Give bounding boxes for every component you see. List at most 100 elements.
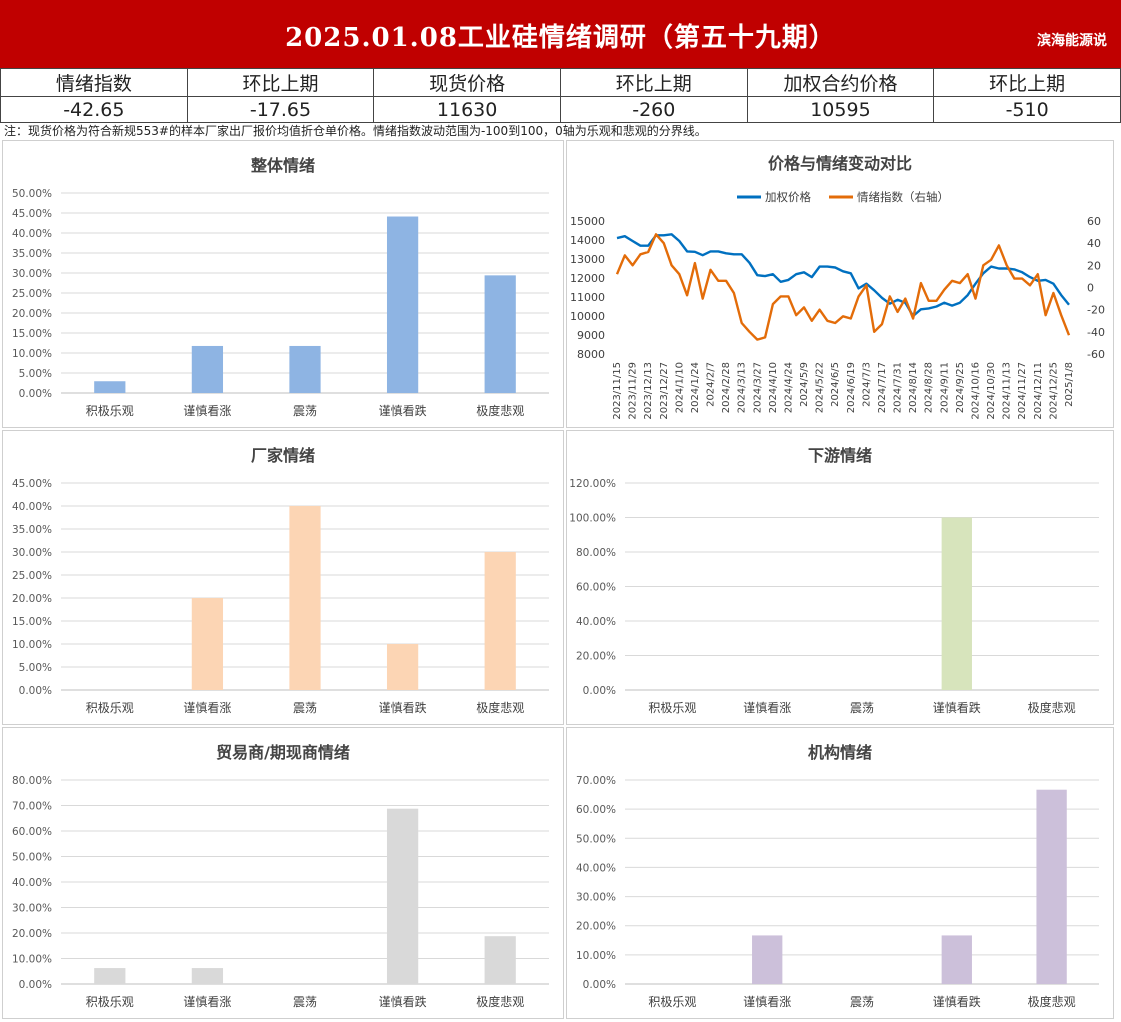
legend-label: 加权价格 [765, 190, 811, 204]
y-tick-label: 0.00% [19, 685, 52, 697]
bar [484, 552, 516, 690]
y-tick-label: 20.00% [576, 651, 616, 663]
x-tick-label: 2024/2/28 [721, 362, 732, 413]
x-tick-label: 2023/11/29 [628, 362, 639, 420]
chart-overall-sentiment: 整体情绪 0.00% 5.00% 10.00% 15.00% 20.00% 25.00% 30… [2, 140, 564, 428]
x-category-label: 极度悲观 [476, 403, 524, 418]
x-tick-label: 2024/9/25 [955, 362, 966, 413]
chart-title: 机构情绪 [808, 743, 872, 762]
x-category-label: 积极乐观 [86, 995, 134, 1009]
y-tick-label: 30.00% [576, 892, 616, 904]
chart-title: 下游情绪 [808, 446, 872, 465]
y-tick-label: 0.00% [19, 388, 52, 400]
y-tick-label: 60.00% [12, 826, 52, 838]
legend-label: 情绪指数（右轴） [857, 190, 949, 204]
y-right-tick-label: -40 [1087, 326, 1105, 339]
chart-producer-sentiment: 厂家情绪 0.00% 5.00% 10.00% 15.00% 20.00% 25.00% 30… [2, 430, 564, 725]
bar [191, 345, 224, 393]
y-tick-label: 10.00% [12, 348, 52, 360]
x-tick-label: 2024/7/3 [861, 362, 872, 407]
chart-title: 贸易商/期现商情绪 [216, 743, 350, 762]
bar [191, 598, 224, 690]
bar-chart-svg: 厂家情绪 0.00% 5.00% 10.00% 15.00% 20.00% 25.00% 30… [12, 446, 549, 715]
series-line [615, 233, 1071, 341]
y-left-tick-label: 13000 [570, 253, 605, 266]
y-tick-label: 50.00% [12, 188, 52, 200]
y-tick-label: 10.00% [12, 639, 52, 651]
y-tick-label: 10.00% [12, 954, 52, 966]
y-tick-label: 45.00% [12, 478, 52, 490]
y-tick-label: 15.00% [12, 616, 52, 628]
x-tick-label: 2024/4/10 [768, 362, 779, 413]
chart-institution-sentiment: 机构情绪 0.00% 10.00% 20.00% 30.00% 40.00% 50.00% 6… [566, 727, 1114, 1019]
bar [386, 216, 419, 393]
y-tick-label: 40.00% [12, 877, 52, 889]
y-tick-label: 0.00% [583, 979, 616, 991]
kpi-table: 情绪指数 环比上期 现货价格 环比上期 加权合约价格 环比上期 -42.65 -… [0, 68, 1121, 123]
y-left-tick-label: 14000 [570, 234, 605, 247]
y-tick-label: 0.00% [19, 979, 52, 991]
x-category-label: 震荡 [850, 701, 874, 715]
y-tick-label: 20.00% [12, 308, 52, 320]
x-category-label: 谨慎看涨 [183, 700, 231, 715]
x-tick-label: 2023/12/27 [659, 362, 670, 420]
y-tick-label: 70.00% [576, 775, 616, 787]
y-tick-label: 60.00% [576, 582, 616, 594]
x-tick-label: 2024/7/31 [893, 362, 904, 413]
x-category-label: 谨慎看跌 [379, 403, 427, 418]
y-tick-label: 0.00% [583, 685, 616, 697]
bar-chart-svg: 下游情绪 0.00% 20.00% 40.00% 60.00% 80.00% 100.00%… [569, 446, 1099, 715]
y-left-tick-label: 11000 [570, 291, 605, 304]
y-tick-label: 50.00% [576, 833, 616, 845]
chart-title: 价格与情绪变动对比 [768, 154, 912, 173]
x-tick-label: 2023/12/13 [643, 362, 654, 420]
chart-title: 厂家情绪 [251, 446, 315, 465]
kpi-value: -42.65 [0, 96, 188, 123]
x-category-label: 谨慎看跌 [933, 994, 981, 1009]
x-tick-label: 2024/6/19 [846, 362, 857, 413]
y-right-tick-label: 0 [1087, 282, 1094, 295]
x-tick-label: 2024/1/10 [674, 362, 685, 413]
y-tick-label: 25.00% [12, 570, 52, 582]
x-category-label: 极度悲观 [476, 994, 524, 1009]
bar [1036, 789, 1067, 984]
x-category-label: 震荡 [850, 995, 874, 1009]
x-tick-label: 2023/11/15 [612, 362, 623, 420]
bar [941, 935, 972, 984]
series-line [616, 233, 1070, 318]
x-category-label: 谨慎看涨 [743, 994, 791, 1009]
kpi-label: 环比上期 [186, 68, 375, 97]
y-tick-label: 20.00% [12, 928, 52, 940]
y-right-tick-label: -60 [1087, 348, 1105, 361]
x-category-label: 极度悲观 [1028, 700, 1076, 715]
y-tick-label: 40.00% [576, 862, 616, 874]
y-tick-label: 15.00% [12, 328, 52, 340]
x-tick-label: 2024/3/13 [737, 362, 748, 413]
y-tick-label: 80.00% [12, 775, 52, 787]
chart-trader-sentiment: 贸易商/期现商情绪 0.00% 10.00% 20.00% 30.00% 40.00% 50… [2, 727, 564, 1019]
x-tick-label: 2024/11/13 [1002, 362, 1013, 420]
x-category-label: 谨慎看涨 [743, 700, 791, 715]
bar-chart-svg: 机构情绪 0.00% 10.00% 20.00% 30.00% 40.00% 50.00% 6… [576, 743, 1099, 1009]
y-tick-label: 5.00% [19, 662, 52, 674]
kpi-value: 10595 [746, 96, 935, 123]
x-category-label: 积极乐观 [86, 404, 134, 418]
footnote: 注：现货价格为符合新规553#的样本厂家出厂报价均值折仓单价格。情绪指数波动范围… [4, 124, 707, 138]
x-tick-label: 2024/5/22 [815, 362, 826, 413]
kpi-label-row: 情绪指数 环比上期 现货价格 环比上期 加权合约价格 环比上期 [0, 68, 1121, 97]
x-category-label: 谨慎看跌 [379, 994, 427, 1009]
x-category-label: 谨慎看涨 [183, 403, 231, 418]
y-tick-label: 120.00% [569, 478, 616, 490]
y-tick-label: 35.00% [12, 248, 52, 260]
y-left-tick-label: 9000 [577, 329, 605, 342]
x-tick-label: 2024/8/14 [908, 362, 919, 413]
chart-downstream-sentiment: 下游情绪 0.00% 20.00% 40.00% 60.00% 80.00% 100.00%… [566, 430, 1114, 725]
bar [94, 381, 126, 393]
x-tick-label: 2024/9/11 [939, 362, 950, 413]
x-category-label: 谨慎看跌 [379, 700, 427, 715]
x-category-label: 积极乐观 [648, 995, 696, 1009]
y-tick-label: 70.00% [12, 801, 52, 813]
y-tick-label: 20.00% [12, 593, 52, 605]
x-tick-label: 2024/5/9 [799, 362, 810, 407]
